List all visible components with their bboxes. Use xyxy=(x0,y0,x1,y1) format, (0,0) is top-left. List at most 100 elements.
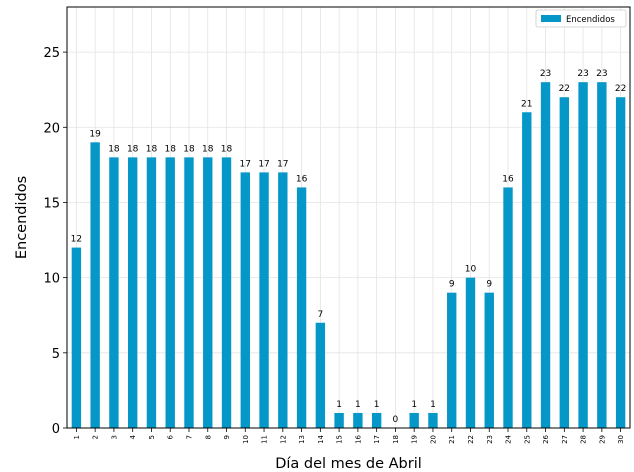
x-tick-label: 20 xyxy=(429,435,437,444)
bar xyxy=(428,412,438,428)
data-label: 18 xyxy=(127,144,139,154)
legend-swatch xyxy=(541,15,561,22)
bars xyxy=(71,82,626,429)
x-tick-label: 1 xyxy=(73,435,81,439)
data-label: 18 xyxy=(221,144,233,154)
bar xyxy=(109,157,119,428)
data-label: 17 xyxy=(240,159,251,169)
bar xyxy=(578,82,588,428)
x-tick-label: 6 xyxy=(167,434,175,439)
data-label: 21 xyxy=(521,99,532,109)
bar xyxy=(203,157,213,428)
data-label: 23 xyxy=(596,69,607,79)
bar xyxy=(334,412,344,428)
y-axis-title: Encendidos xyxy=(14,176,30,259)
data-label: 18 xyxy=(108,144,120,154)
x-tick-label: 5 xyxy=(148,435,156,439)
data-label: 18 xyxy=(164,144,176,154)
bar xyxy=(615,97,626,428)
x-tick-label: 13 xyxy=(298,435,306,444)
bar xyxy=(90,142,100,429)
y-axis-ticks: 0 5 10 15 20 25 xyxy=(43,46,67,437)
x-tick-label: 7 xyxy=(185,435,193,439)
y-tick-label: 15 xyxy=(43,196,60,211)
x-tick-label: 9 xyxy=(223,435,231,439)
bar xyxy=(127,157,138,428)
data-label: 1 xyxy=(430,400,436,410)
legend: Encendidos xyxy=(535,9,627,28)
y-tick-label: 25 xyxy=(43,46,60,61)
data-label: 23 xyxy=(577,69,588,79)
data-label: 1 xyxy=(355,400,361,410)
bar xyxy=(278,172,288,428)
x-tick-label: 22 xyxy=(467,435,475,444)
x-tick-label: 12 xyxy=(279,435,287,444)
x-tick-label: 23 xyxy=(486,435,494,444)
bar xyxy=(559,97,570,428)
data-label: 12 xyxy=(71,235,82,245)
data-label: 17 xyxy=(258,159,269,169)
bar xyxy=(409,412,419,428)
x-tick-label: 10 xyxy=(242,435,250,444)
data-label: 16 xyxy=(502,174,514,184)
plot-frame xyxy=(66,6,631,429)
data-label: 0 xyxy=(393,415,399,425)
x-tick-label: 24 xyxy=(505,434,513,443)
bar xyxy=(240,172,250,428)
bar xyxy=(71,247,82,428)
x-tick-label: 2 xyxy=(92,435,100,439)
x-tick-label: 18 xyxy=(392,435,400,444)
bar xyxy=(221,157,232,428)
bar xyxy=(447,292,457,428)
x-tick-label: 11 xyxy=(261,435,269,444)
data-label: 1 xyxy=(411,400,417,410)
data-label: 1 xyxy=(336,400,342,410)
x-tick-label: 14 xyxy=(317,434,325,443)
x-tick-label: 15 xyxy=(336,435,344,444)
bar xyxy=(184,157,194,428)
data-label: 9 xyxy=(449,280,455,290)
bar xyxy=(503,187,513,428)
x-axis-ticks: 1 2 3 4 5 6 7 8 9 10 11 12 13 14 15 16 17 18 19 20 21 22 23 24 2… xyxy=(73,428,625,444)
data-label: 18 xyxy=(202,144,214,154)
bar xyxy=(259,172,269,428)
y-tick-label: 5 xyxy=(52,347,60,362)
data-label: 9 xyxy=(486,280,492,290)
y-tick-label: 10 xyxy=(43,272,60,287)
x-tick-label: 26 xyxy=(542,434,550,443)
data-label: 16 xyxy=(296,174,308,184)
x-tick-label: 30 xyxy=(617,435,625,444)
y-tick-label: 0 xyxy=(52,422,60,437)
x-tick-label: 19 xyxy=(411,435,419,444)
x-tick-label: 4 xyxy=(129,434,137,439)
y-tick-label: 20 xyxy=(43,121,60,136)
bar xyxy=(465,277,476,428)
bar xyxy=(484,292,494,428)
bar xyxy=(540,82,551,428)
x-tick-label: 29 xyxy=(598,435,606,444)
x-tick-label: 27 xyxy=(561,435,569,444)
data-label: 18 xyxy=(146,144,158,154)
x-tick-label: 16 xyxy=(354,434,362,443)
legend-label: Encendidos xyxy=(566,15,615,25)
data-label: 18 xyxy=(183,144,195,154)
data-label: 23 xyxy=(540,69,551,79)
x-tick-label: 21 xyxy=(448,435,456,444)
x-tick-label: 17 xyxy=(373,435,381,444)
bar xyxy=(522,112,532,428)
bar xyxy=(371,412,382,428)
data-label: 19 xyxy=(89,129,101,139)
data-label: 7 xyxy=(317,310,323,320)
data-label: 1 xyxy=(374,400,380,410)
bar xyxy=(353,412,363,428)
data-label: 22 xyxy=(615,84,626,94)
data-label: 17 xyxy=(277,159,288,169)
bar xyxy=(146,157,157,428)
bar xyxy=(296,187,307,428)
bar xyxy=(165,157,175,428)
bar xyxy=(597,82,607,428)
x-tick-label: 28 xyxy=(580,435,588,444)
data-label: 10 xyxy=(465,265,477,275)
